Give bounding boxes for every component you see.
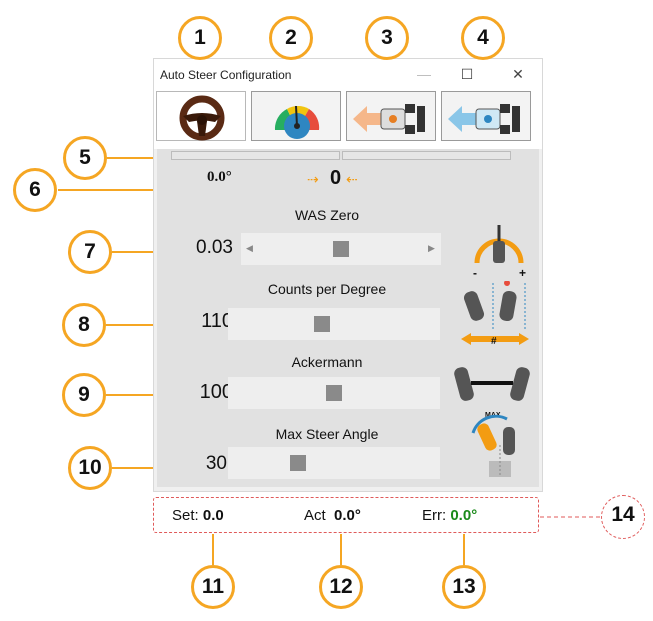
config-panel: 0.0° ⇢ 0 ⇠ WAS Zero 0.03 ◀ ▶ - + Counts …: [157, 149, 539, 487]
tab-steering-wheel[interactable]: [156, 91, 246, 141]
close-button[interactable]: ✕: [512, 66, 524, 82]
counts-per-degree-label: Counts per Degree: [267, 281, 387, 297]
callout-2: 2: [269, 16, 313, 60]
set-readout: Set: 0.0: [172, 507, 224, 524]
was-zero-thumb[interactable]: [333, 241, 349, 257]
steer-right-progress: [342, 151, 511, 160]
callout-12: 12: [319, 565, 363, 609]
callout-10: 10: [68, 446, 112, 490]
maximize-button[interactable]: ☐: [460, 66, 474, 82]
minimize-button[interactable]: —: [417, 66, 431, 82]
max-steer-angle-value: 30: [205, 453, 227, 474]
callout-14: 14: [601, 495, 645, 539]
max-steer-angle-thumb[interactable]: [290, 455, 306, 471]
scroll-right-icon[interactable]: ▶: [428, 243, 435, 253]
ackermann-label: Ackermann: [291, 354, 363, 370]
steer-left-progress: [171, 151, 340, 160]
err-label: Err:: [422, 507, 447, 524]
max-steer-angle-label: Max Steer Angle: [275, 426, 379, 442]
was-zero-icon: - +: [473, 225, 526, 279]
tab-bar: [154, 89, 542, 149]
max-steer-angle-icon: MAX: [471, 412, 515, 477]
callout-1: 1: [178, 16, 222, 60]
callout-7: 7: [68, 230, 112, 274]
tab-gauge[interactable]: [251, 91, 341, 141]
counts-per-degree-icon: #: [461, 281, 529, 347]
counts-per-degree-value: 110: [201, 310, 233, 332]
ackermann-value: 100: [199, 381, 233, 403]
arrow-left-icon: ⇠: [346, 171, 358, 187]
status-strip: Set: 0.0 Act 0.0° Err: 0.0°: [153, 497, 539, 533]
err-readout: Err: 0.0°: [422, 507, 477, 524]
counts-per-degree-thumb[interactable]: [314, 316, 330, 332]
angle-readout: 0.0°: [207, 169, 232, 185]
arrow-right-icon: ⇢: [307, 171, 319, 187]
counts-per-degree-slider[interactable]: [228, 308, 440, 340]
ackermann-sign: #: [491, 336, 497, 347]
set-label: Set:: [172, 507, 199, 524]
svg-text:+: +: [519, 266, 526, 279]
callout-11: 11: [191, 565, 235, 609]
svg-text:-: -: [473, 266, 477, 279]
title-bar: Auto Steer Configuration — ☐ ✕: [154, 59, 542, 89]
max-steer-angle-slider[interactable]: [228, 447, 440, 479]
tab-tractor-left[interactable]: [346, 91, 436, 141]
callout-5: 5: [63, 136, 107, 180]
scroll-left-icon[interactable]: ◀: [246, 243, 253, 253]
gauge-icon: [274, 105, 320, 139]
callout-6: 6: [13, 168, 57, 212]
err-value: 0.0°: [450, 507, 478, 524]
ackermann-thumb[interactable]: [326, 385, 342, 401]
callout-3: 3: [365, 16, 409, 60]
ackermann-slider[interactable]: [228, 377, 440, 409]
was-zero-slider[interactable]: ◀ ▶: [241, 233, 441, 265]
tab-tractor-right[interactable]: [441, 91, 531, 141]
act-label: Act: [304, 507, 326, 524]
was-zero-value: 0.03: [196, 237, 233, 258]
set-value: 0.0: [202, 507, 224, 524]
tractor-left-icon: [353, 104, 425, 134]
act-readout: Act 0.0°: [304, 507, 361, 524]
callout-4: 4: [461, 16, 505, 60]
act-value: 0.0°: [334, 507, 361, 524]
steering-wheel-icon: [179, 95, 225, 141]
window-title: Auto Steer Configuration: [160, 68, 292, 82]
was-zero-label: WAS Zero: [294, 207, 360, 223]
ackermann-icon: [454, 367, 530, 401]
tractor-right-icon: [448, 104, 520, 134]
center-value: 0: [330, 167, 342, 189]
callout-13: 13: [442, 565, 486, 609]
callout-8: 8: [62, 303, 106, 347]
callout-9: 9: [62, 373, 106, 417]
auto-steer-window: Auto Steer Configuration — ☐ ✕: [153, 58, 543, 492]
